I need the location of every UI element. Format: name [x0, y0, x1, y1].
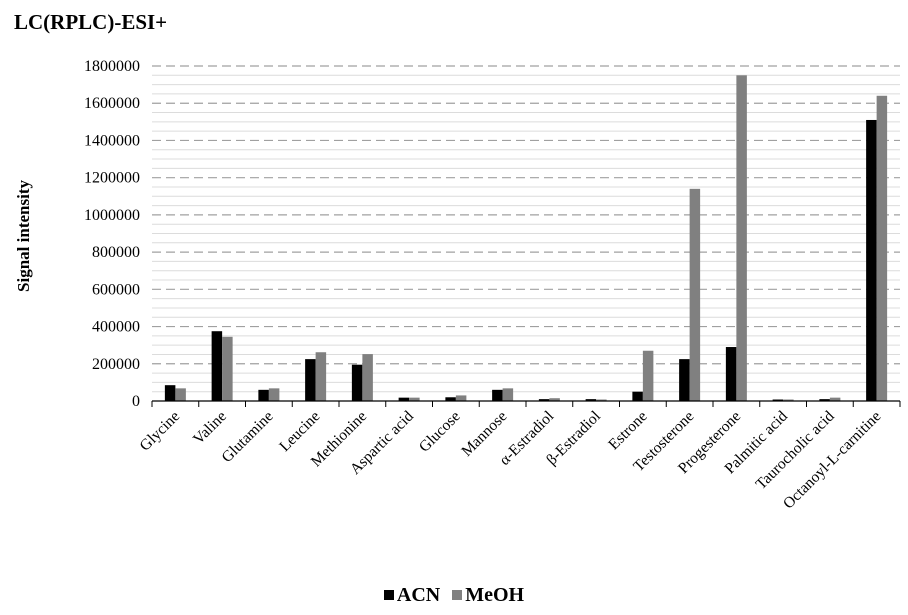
bar-meoh [362, 354, 373, 401]
bar-meoh [783, 399, 794, 401]
y-tick-label: 1800000 [84, 58, 140, 75]
axes [151, 400, 901, 407]
bar-meoh [596, 399, 607, 401]
bar-acn [866, 119, 877, 401]
bar-acn [772, 399, 784, 401]
y-tick-label: 1200000 [84, 170, 140, 187]
bar-acn [538, 399, 550, 401]
bar-acn [164, 385, 176, 401]
x-tick-label: Glutamine [218, 408, 276, 466]
y-tick-label: 200000 [92, 356, 140, 373]
bar-meoh [222, 336, 233, 401]
y-tick-label: 800000 [92, 244, 140, 261]
x-tick-label: Leucine [276, 408, 323, 455]
bar-meoh [268, 388, 280, 401]
bar-acn [305, 359, 316, 401]
bar-meoh [642, 350, 654, 401]
legend-item-meoh: MeOH [452, 584, 524, 607]
bar-acn [585, 399, 597, 401]
chart-title: LC(RPLC)-ESI+ [14, 10, 168, 34]
bar-meoh [689, 188, 701, 401]
bar-meoh [455, 395, 467, 401]
legend-label: MeOH [465, 584, 525, 606]
gridlines [152, 65, 900, 393]
bar-acn [211, 331, 223, 401]
y-tick-label: 1000000 [84, 207, 140, 224]
y-tick-label: 600000 [92, 281, 140, 298]
bars [164, 75, 888, 402]
y-tick-label: 1400000 [84, 132, 140, 149]
bar-acn [445, 397, 456, 401]
y-tick-label: 0 [132, 393, 140, 410]
bar-meoh [876, 95, 888, 402]
x-tick-label: Glucose [416, 408, 464, 456]
legend: ACN MeOH [0, 584, 908, 607]
x-tick-label: Valine [190, 408, 230, 448]
legend-swatch [383, 590, 394, 600]
y-tick-label: 1600000 [84, 95, 140, 112]
bar-meoh [409, 397, 420, 401]
legend-swatch [452, 590, 463, 600]
bar-acn [632, 391, 643, 401]
bar-acn [679, 359, 690, 401]
bar-acn [258, 389, 269, 401]
bar-acn [725, 347, 737, 401]
bar-meoh [829, 397, 841, 401]
bar-acn [351, 364, 363, 401]
bar-meoh [549, 398, 560, 401]
bar-meoh [736, 75, 747, 402]
x-tick-label: Glycine [136, 408, 183, 455]
x-tick-label: Estrone [605, 408, 651, 454]
bar-meoh [315, 352, 327, 401]
legend-item-acn: ACN [383, 584, 441, 607]
legend-label: ACN [396, 584, 441, 606]
bar-acn [492, 389, 503, 401]
y-axis-label: Signal intensity [14, 180, 33, 292]
bar-meoh [502, 388, 514, 401]
tick-labels: 0 200000 400000 600000 800000 1000000 1200000 1… [84, 58, 885, 512]
y-tick-label: 400000 [92, 319, 140, 336]
bar-acn [398, 397, 410, 401]
bar-meoh [175, 388, 186, 401]
bar-acn [819, 399, 830, 401]
